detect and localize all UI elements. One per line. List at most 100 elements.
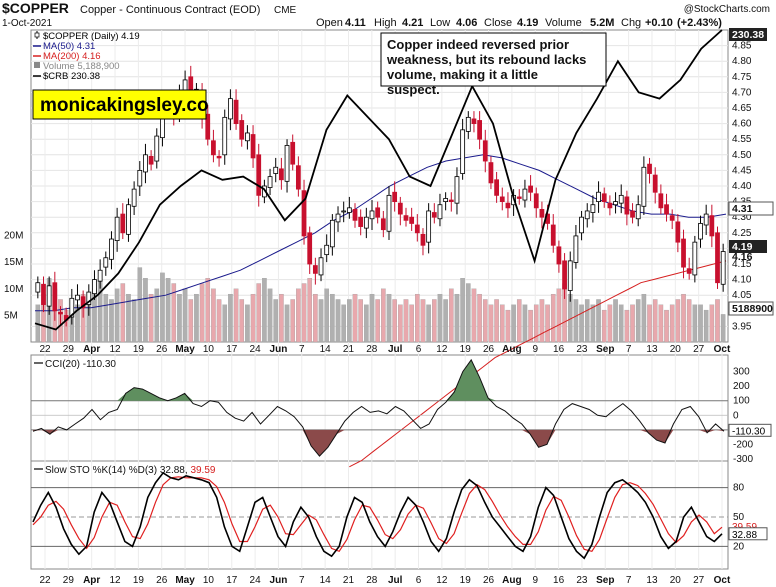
candle-down xyxy=(664,204,669,215)
candle-up xyxy=(426,210,432,243)
date-tick-label: 17 xyxy=(226,575,238,586)
candle-up xyxy=(567,260,573,291)
right-badge: 4.16 xyxy=(732,251,753,263)
date-tick-label: Jun xyxy=(270,575,288,586)
volume-bar xyxy=(239,299,245,343)
volume-bar xyxy=(290,299,296,343)
price-tick-label: 4.55 xyxy=(732,134,752,145)
candle-up xyxy=(35,282,41,293)
volume-bar xyxy=(624,309,630,343)
date-tick-label: 22 xyxy=(39,575,51,586)
ma200-line xyxy=(349,260,727,468)
candle-down xyxy=(278,168,284,181)
price-tick-label: 4.45 xyxy=(732,165,752,176)
volume-bar xyxy=(307,278,313,343)
candle-up xyxy=(341,210,347,213)
chg-pct-value: (+2.43%) xyxy=(677,17,722,29)
candle-up xyxy=(114,216,120,241)
candle-up xyxy=(454,176,460,204)
candle-up xyxy=(97,269,103,282)
watermark: @StockCharts.com xyxy=(684,4,770,15)
volume-bar xyxy=(358,299,363,343)
candle-up xyxy=(698,223,703,240)
date-tick-label: 12 xyxy=(436,344,448,355)
volume-bar xyxy=(443,299,448,343)
badge-bg xyxy=(728,301,774,316)
volume-bar xyxy=(465,283,471,343)
candle-down xyxy=(652,174,658,193)
volume-bar xyxy=(477,293,482,343)
volume-bar xyxy=(613,299,618,343)
volume-bar xyxy=(658,304,664,343)
candle-up xyxy=(137,169,143,187)
candle-down xyxy=(41,283,46,305)
date-tick-label: Apr xyxy=(83,575,100,586)
sto-sep: , xyxy=(185,465,191,476)
candle-down xyxy=(709,215,715,237)
volume-bar xyxy=(432,299,437,343)
date-tick-label: 21 xyxy=(343,344,355,355)
candle-down xyxy=(471,118,477,124)
date-tick-label: 22 xyxy=(39,344,51,355)
cci-indicator xyxy=(31,358,728,457)
cci-tick-label: 100 xyxy=(733,396,750,407)
candle-up xyxy=(284,145,290,182)
candle-down xyxy=(375,207,381,218)
cci-line xyxy=(32,358,725,457)
annotation-line: Copper indeed reversed prior xyxy=(387,37,569,52)
date-tick-label: 17 xyxy=(226,344,238,355)
candle-up xyxy=(720,251,726,285)
volume-bar xyxy=(448,288,454,343)
crb-line xyxy=(34,29,723,331)
volume-bar xyxy=(131,299,137,343)
candle-down xyxy=(233,99,239,124)
candle-down xyxy=(681,238,686,268)
date-tick-label: Jul xyxy=(388,575,403,586)
volume-bar xyxy=(516,299,522,343)
legend-swatch xyxy=(34,32,40,38)
cci-tick-label: -200 xyxy=(733,439,753,450)
date-tick-label: 16 xyxy=(553,344,565,355)
volume-label: Volume xyxy=(545,17,582,29)
badge-text: 4.16 xyxy=(732,251,753,263)
badge-text: 230.38 xyxy=(732,29,764,41)
date-tick-label: 23 xyxy=(576,575,588,586)
price-tick-label: 4.50 xyxy=(732,150,752,161)
badge-bg xyxy=(728,201,774,216)
volume-bar xyxy=(177,293,182,343)
candle-down xyxy=(488,162,494,184)
candle-up xyxy=(46,285,52,307)
volume-bar xyxy=(607,304,613,343)
volume-bar xyxy=(601,309,607,343)
volume-bar xyxy=(284,304,290,343)
volume-bar xyxy=(335,299,341,343)
price-tick-label: 4.10 xyxy=(732,275,752,286)
close-value: 4.19 xyxy=(517,17,538,29)
volume-bar xyxy=(528,309,533,343)
volume-bar xyxy=(318,299,324,343)
date-tick-label: 27 xyxy=(693,344,705,355)
candle-down xyxy=(431,212,437,218)
badge-bg xyxy=(728,423,772,437)
candle-down xyxy=(290,141,296,165)
volume-tick-label: 15M xyxy=(4,257,23,268)
date-tick-label: 19 xyxy=(460,575,472,586)
date-tick-label: 26 xyxy=(156,344,168,355)
candle-up xyxy=(692,241,698,276)
candle-down xyxy=(482,140,488,162)
high-label: High xyxy=(374,17,397,29)
legend-item: $CRB 230.38 xyxy=(33,71,100,82)
volume-bar xyxy=(437,293,443,343)
candle-up xyxy=(590,204,596,213)
candle-up xyxy=(386,194,392,232)
legend-label: MA(50) 4.31 xyxy=(43,41,95,52)
volume-bar xyxy=(160,272,165,343)
volume-bar xyxy=(635,299,641,343)
cci-oversold-fill xyxy=(33,429,724,457)
candle-up xyxy=(613,201,618,206)
candle-up xyxy=(329,219,335,248)
candle-up xyxy=(131,188,137,207)
open-label: Open xyxy=(316,17,343,29)
candle-down xyxy=(256,154,262,196)
